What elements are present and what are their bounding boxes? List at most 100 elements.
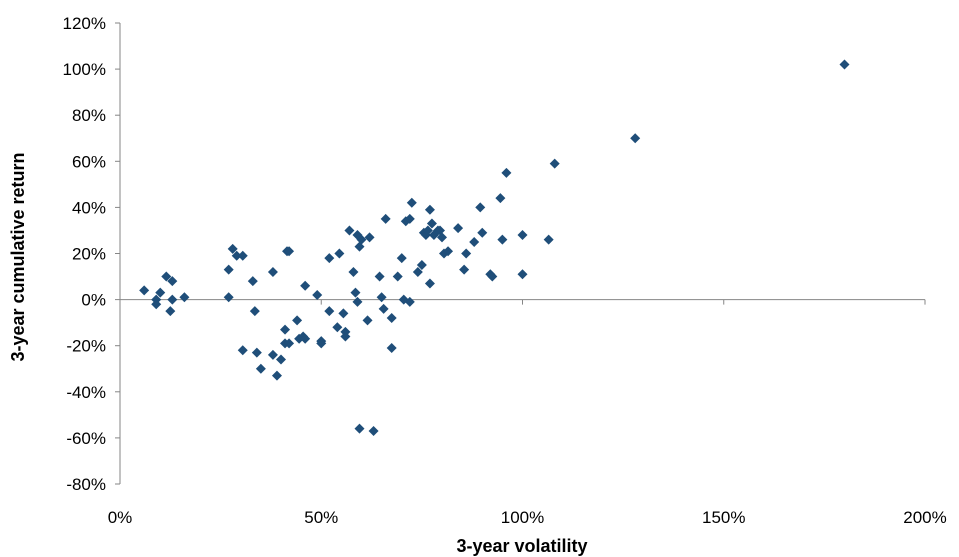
data-point	[251, 347, 262, 358]
data-point	[501, 167, 512, 178]
data-point	[223, 264, 234, 275]
data-point	[469, 236, 480, 247]
data-point	[179, 292, 190, 303]
y-tick-label: 120%	[63, 14, 106, 33]
data-point	[249, 306, 260, 317]
data-point	[312, 289, 323, 300]
y-tick-label: 60%	[72, 152, 106, 171]
data-point	[267, 266, 278, 277]
data-point	[386, 343, 397, 354]
y-tick-label: 0%	[81, 291, 106, 310]
y-tick-label: 40%	[72, 198, 106, 217]
x-tick-label: 0%	[108, 508, 133, 527]
x-tick-label: 200%	[903, 508, 946, 527]
data-point	[487, 271, 498, 282]
data-point	[376, 292, 387, 303]
data-point	[424, 278, 435, 289]
data-point	[392, 271, 403, 282]
data-point	[380, 213, 391, 224]
data-point	[348, 266, 359, 277]
y-tick-label: 80%	[72, 106, 106, 125]
data-point	[517, 230, 528, 241]
data-point	[292, 315, 303, 326]
data-point	[316, 338, 327, 349]
data-point	[378, 303, 389, 314]
data-point	[284, 246, 295, 257]
data-point	[300, 280, 311, 291]
data-point	[362, 315, 373, 326]
data-point	[167, 294, 178, 305]
data-point	[334, 248, 345, 259]
data-point	[284, 338, 295, 349]
data-point	[549, 158, 560, 169]
data-point	[165, 306, 176, 317]
data-point	[280, 324, 291, 335]
data-point	[139, 285, 150, 296]
y-tick-label: -80%	[66, 475, 106, 494]
data-point	[437, 232, 447, 243]
data-point	[223, 292, 234, 303]
data-point	[386, 313, 397, 324]
data-point	[422, 225, 433, 236]
data-point	[344, 225, 355, 236]
data-point	[227, 243, 238, 254]
y-axis-title: 3-year cumulative return	[8, 152, 28, 361]
data-point	[412, 266, 423, 277]
data-point	[247, 276, 258, 287]
data-point	[443, 246, 454, 257]
data-point	[350, 287, 361, 298]
data-point	[155, 287, 166, 298]
y-axis-ticks: -80% -60% -40% -20% 0% 20% 40% 60% 80% 100% 120%	[63, 14, 120, 494]
data-point	[543, 234, 554, 245]
data-point	[161, 271, 172, 282]
data-point	[374, 271, 385, 282]
y-tick-label: -40%	[66, 383, 106, 402]
data-point	[231, 250, 242, 261]
data-point	[276, 354, 286, 365]
data-point	[267, 349, 278, 360]
data-point	[404, 213, 415, 224]
data-point	[352, 296, 363, 307]
data-point	[630, 133, 641, 144]
data-point	[356, 234, 367, 245]
x-tick-label: 150%	[702, 508, 745, 527]
data-point	[497, 234, 508, 245]
y-tick-label: -20%	[66, 337, 106, 356]
data-point	[406, 197, 417, 208]
data-point	[300, 333, 311, 344]
data-point	[151, 299, 162, 310]
data-point	[354, 423, 365, 434]
data-point	[404, 296, 415, 307]
data-point	[517, 269, 528, 280]
x-tick-label: 50%	[304, 508, 338, 527]
data-point	[364, 232, 375, 243]
data-point	[839, 59, 850, 70]
data-point	[237, 250, 248, 261]
data-point	[338, 308, 349, 319]
data-point	[368, 425, 379, 436]
data-point	[396, 253, 407, 264]
data-point	[424, 204, 435, 215]
data-point	[332, 322, 343, 333]
x-axis-ticks: 0% 50% 100% 150% 200%	[108, 299, 947, 527]
data-point	[495, 193, 506, 204]
data-points	[139, 59, 850, 436]
data-point	[461, 248, 472, 259]
data-point	[459, 264, 470, 275]
data-point	[271, 370, 282, 381]
data-point	[340, 326, 351, 337]
data-point	[324, 253, 335, 264]
data-point	[255, 363, 266, 374]
data-point	[477, 227, 488, 238]
y-tick-label: -60%	[66, 429, 106, 448]
data-point	[237, 345, 248, 356]
data-point	[167, 276, 178, 287]
x-tick-label: 100%	[501, 508, 544, 527]
x-axis-title: 3-year volatility	[456, 536, 587, 556]
data-point	[475, 202, 486, 213]
y-tick-label: 100%	[63, 60, 106, 79]
data-point	[416, 260, 427, 271]
data-point	[324, 306, 335, 317]
data-point	[453, 223, 464, 234]
